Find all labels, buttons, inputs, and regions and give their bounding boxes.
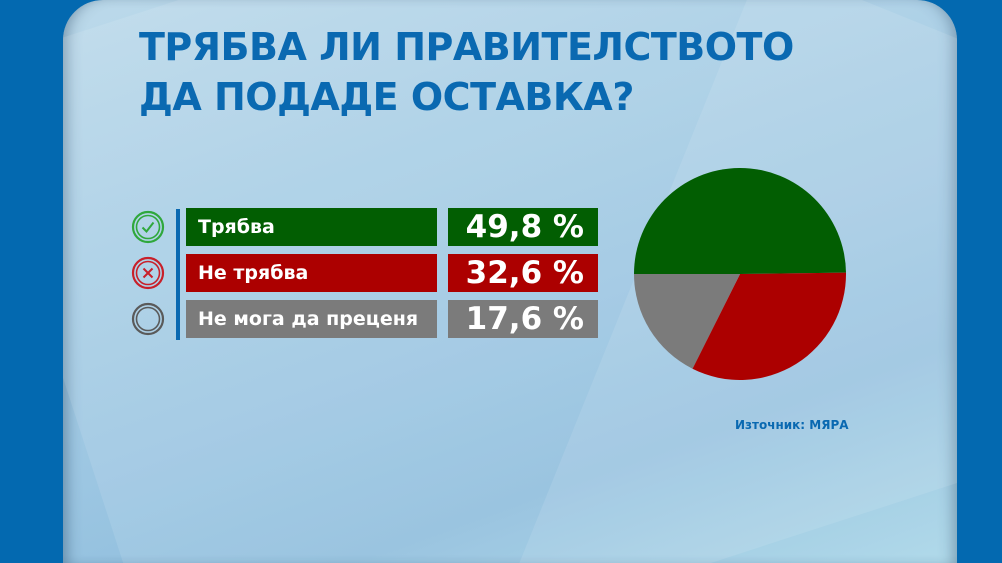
title-line-1: ТРЯБВА ЛИ ПРАВИТЕЛСТВОТО	[139, 25, 794, 69]
empty-circle-icon	[131, 302, 165, 336]
value-undecided: 17,6 %	[448, 300, 598, 338]
x-circle-icon	[131, 256, 165, 290]
legend-divider	[176, 209, 180, 340]
page-title: ТРЯБВА ЛИ ПРАВИТЕЛСТВОТО ДА ПОДАДЕ ОСТАВ…	[139, 22, 794, 122]
legend-label-no: Не трябва	[186, 254, 437, 292]
pie-slice	[634, 168, 846, 274]
pie-slice	[634, 274, 740, 369]
pie-slice	[692, 272, 846, 380]
pie-chart	[634, 168, 846, 380]
title-line-2: ДА ПОДАДЕ ОСТАВКА?	[139, 75, 634, 119]
value-yes: 49,8 %	[448, 208, 598, 246]
source-note: Източник: МЯРА	[735, 418, 849, 432]
check-circle-icon	[131, 210, 165, 244]
legend-label-yes: Трябва	[186, 208, 437, 246]
value-no: 32,6 %	[448, 254, 598, 292]
legend-label-undecided: Не мога да преценя	[186, 300, 437, 338]
